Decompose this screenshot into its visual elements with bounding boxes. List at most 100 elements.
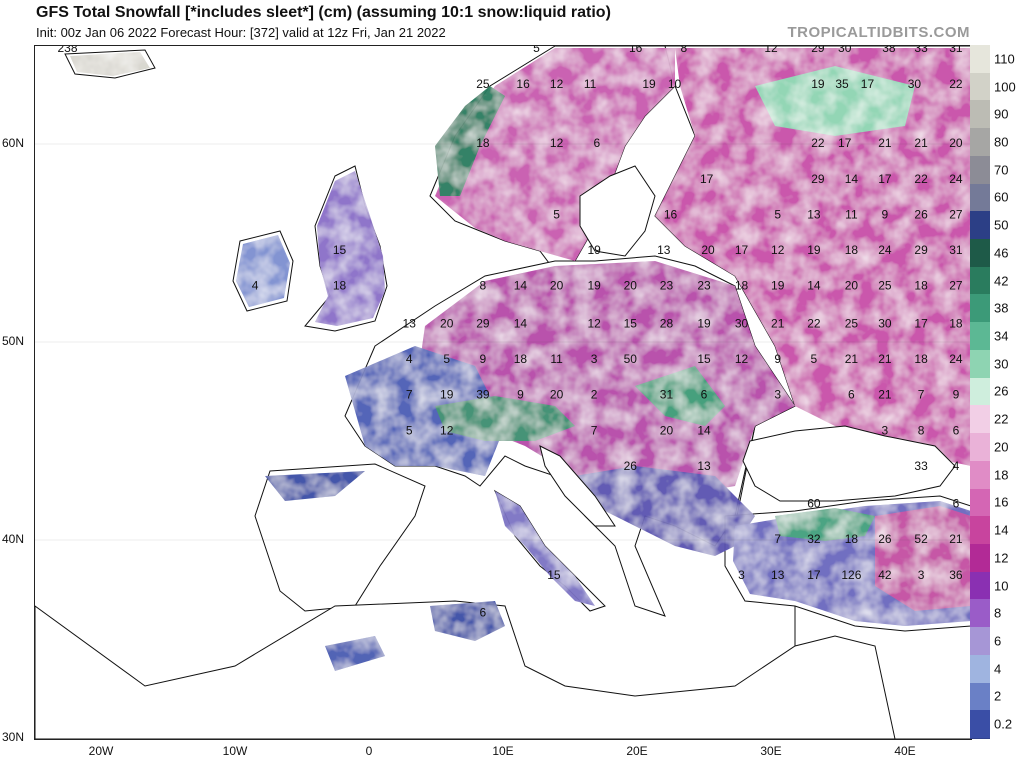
snow-value-label: 21 xyxy=(878,388,892,402)
colorbar-label: 50 xyxy=(994,217,1009,233)
snow-value-label: 6 xyxy=(701,388,708,402)
snow-value-label: 13 xyxy=(807,207,821,221)
snow-value-label: 35 xyxy=(835,77,849,91)
snow-value-label: 22 xyxy=(811,136,825,150)
colorbar-label: 22 xyxy=(994,411,1009,427)
snow-value-label: 25 xyxy=(878,279,892,293)
colorbar-level: 38 xyxy=(970,294,1026,324)
snow-value-label: 12 xyxy=(550,136,564,150)
snow-value-label: 25 xyxy=(845,316,859,330)
snow-value-label: 25 xyxy=(476,77,490,91)
snow-value-label: 19 xyxy=(642,77,656,91)
snow-value-label: 24 xyxy=(878,243,892,257)
snow-value-label: 31 xyxy=(949,243,963,257)
colorbar-swatch xyxy=(970,239,990,268)
snow-value-label: 7 xyxy=(591,423,598,437)
snow-value-label: 11 xyxy=(550,352,563,366)
snow-value-label: 30 xyxy=(838,46,852,55)
north-africa-land xyxy=(35,600,896,739)
lat-label-40n: 40N xyxy=(2,532,25,546)
snow-value-label: 18 xyxy=(845,243,859,257)
snow-value-label: 15 xyxy=(547,568,561,582)
snow-value-label: 30 xyxy=(735,316,749,330)
colorbar-label: 26 xyxy=(994,383,1009,399)
colorbar-label: 42 xyxy=(994,273,1009,289)
snow-region-balkans xyxy=(575,466,755,556)
snow-value-label: 23 xyxy=(660,279,674,293)
snow-value-label: 60 xyxy=(807,497,821,511)
colorbar-swatch xyxy=(970,211,990,241)
snow-value-label: 4 xyxy=(406,352,413,366)
snow-value-label: 7 xyxy=(406,388,413,402)
snow-value-label: 36 xyxy=(949,568,963,582)
snow-value-label: 30 xyxy=(908,77,922,91)
snow-value-label: 19 xyxy=(587,279,601,293)
snow-value-label: 12 xyxy=(764,46,778,55)
snow-value-label: 8 xyxy=(681,46,688,55)
snow-value-label: 21 xyxy=(914,136,928,150)
snow-value-label: 6 xyxy=(953,423,960,437)
snow-region-carpathians xyxy=(635,366,725,426)
snow-value-label: 9 xyxy=(774,352,781,366)
colorbar-level: 6 xyxy=(970,627,1026,656)
snow-value-label: 19 xyxy=(807,243,821,257)
snow-region-atlas xyxy=(325,636,385,671)
snow-value-label: 5 xyxy=(811,352,818,366)
snow-value-label: 29 xyxy=(476,316,490,330)
baltic-sea xyxy=(579,165,656,257)
colorbar-level: 12 xyxy=(970,543,1026,573)
snow-region-north-russia-pale xyxy=(755,66,915,136)
snow-region-russia xyxy=(655,48,971,466)
snow-value-label: 13 xyxy=(771,568,785,582)
colorbar-level: 18 xyxy=(970,460,1026,490)
colorbar-label: 8 xyxy=(994,605,1002,621)
snow-value-label: 20 xyxy=(550,388,564,402)
colorbar-level: 0.2 xyxy=(970,710,1026,739)
snow-value-labels: 1623851681229303833312516121119101935173… xyxy=(57,46,963,619)
colorbar-level: 8 xyxy=(970,599,1026,629)
lat-label-60n: 60N xyxy=(2,136,25,150)
snow-value-label: 21 xyxy=(878,352,892,366)
snow-value-label: 6 xyxy=(953,497,960,511)
colorbar-level: 2 xyxy=(970,682,1026,712)
colorbar-label: 60 xyxy=(994,189,1009,205)
snowfall-colorbar-legend: 110 100 90 80 70 60 50 46 42 38 34 30 26 22 20 18 16 14 12… xyxy=(970,45,1026,739)
colorbar-swatch xyxy=(970,543,990,573)
snow-value-label: 20 xyxy=(624,279,638,293)
snow-value-label: 126 xyxy=(841,568,861,582)
colorbar-label: 20 xyxy=(994,439,1009,455)
snow-value-label: 14 xyxy=(514,279,528,293)
snow-value-label: 238 xyxy=(57,46,77,55)
snow-value-label: 38 xyxy=(882,46,896,55)
snow-value-label: 14 xyxy=(697,423,711,437)
snow-value-label: 29 xyxy=(811,172,825,186)
snow-value-label: 17 xyxy=(838,136,852,150)
snow-value-label: 12 xyxy=(587,316,601,330)
snow-value-label: 12 xyxy=(735,352,749,366)
snow-value-label: 24 xyxy=(949,172,963,186)
colorbar-label: 34 xyxy=(994,328,1009,344)
snow-value-label: 12 xyxy=(440,423,454,437)
colorbar-level: 50 xyxy=(970,211,1026,241)
colorbar-level: 46 xyxy=(970,239,1026,268)
colorbar-label: 14 xyxy=(994,522,1009,538)
snow-region-spain-north xyxy=(265,471,365,501)
snow-value-label: 17 xyxy=(914,316,928,330)
colorbar-level: 20 xyxy=(970,433,1026,462)
black-sea xyxy=(742,425,956,502)
snow-value-label: 18 xyxy=(845,532,859,546)
colorbar-swatch xyxy=(970,460,990,490)
snow-region-black-sea-coast xyxy=(775,508,875,541)
snow-value-label: 18 xyxy=(914,279,928,293)
lat-label-30n: 30N xyxy=(2,730,25,744)
colorbar-swatch xyxy=(970,488,990,518)
water-layer xyxy=(539,165,956,527)
snow-region-algeria xyxy=(430,601,505,641)
lon-label-30e: 30E xyxy=(760,744,782,758)
colorbar-swatch xyxy=(970,294,990,324)
colorbar-swatch xyxy=(970,710,990,739)
colorbar-label: 18 xyxy=(994,467,1009,483)
snow-value-label: 23 xyxy=(697,279,711,293)
colorbar-level: 14 xyxy=(970,516,1026,545)
snow-value-label: 52 xyxy=(914,532,928,546)
